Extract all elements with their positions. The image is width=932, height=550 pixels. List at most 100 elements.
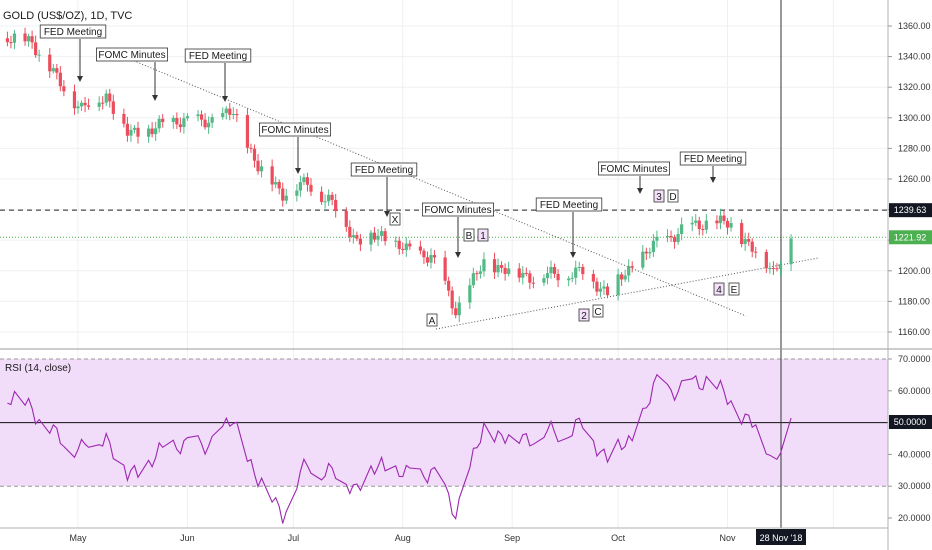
candle: [492, 252, 497, 279]
time-axis[interactable]: May Jun Jul Aug Sep Oct Nov: [69, 533, 736, 543]
candle: [722, 210, 726, 225]
candle: [154, 121, 158, 141]
last-price-badge: 1221.92: [889, 230, 932, 245]
candle: [595, 277, 599, 296]
candle: [185, 113, 190, 121]
candle: [771, 261, 776, 275]
candle: [259, 160, 264, 178]
candle: [422, 248, 426, 265]
descending-trendline[interactable]: [119, 54, 747, 317]
event-annotation[interactable]: FED Meeting: [350, 162, 418, 217]
candle: [521, 266, 525, 285]
wave-label[interactable]: 2: [578, 308, 590, 322]
candle: [132, 125, 137, 134]
candle: [157, 115, 161, 133]
candle: [196, 110, 200, 122]
event-annotation[interactable]: FOMC Minutes: [258, 122, 331, 174]
candle: [581, 263, 585, 280]
annotation-label: FED Meeting: [355, 165, 413, 176]
candle: [270, 159, 274, 192]
candle: [323, 194, 327, 209]
wave-label[interactable]: C: [592, 304, 604, 318]
price-tick-label: 1360.00: [898, 21, 931, 31]
candle: [83, 96, 87, 113]
rsi-tick-label: 20.0000: [898, 513, 931, 523]
time-tick-label: Aug: [395, 533, 411, 543]
candle: [775, 263, 779, 272]
candle: [507, 261, 511, 277]
last-price-badge-text: 1221.92: [894, 232, 927, 242]
candle: [383, 228, 387, 246]
wave-label[interactable]: 4: [713, 282, 725, 296]
wave-label[interactable]: 3: [653, 189, 665, 203]
candle: [330, 192, 334, 206]
candle: [256, 154, 260, 175]
candle: [129, 124, 133, 142]
candle: [725, 218, 730, 235]
annotation-label: FOMC Minutes: [98, 50, 165, 61]
candle: [644, 247, 648, 261]
wave-label-text: X: [392, 215, 399, 226]
price-tick-label: 1260.00: [898, 174, 931, 184]
event-annotation[interactable]: FED Meeting: [535, 197, 603, 258]
candle: [429, 248, 433, 269]
candle: [55, 63, 59, 80]
price-tick-label: 1340.00: [898, 52, 931, 62]
rsi-tick-label: 70.0000: [898, 354, 931, 364]
wave-label[interactable]: A: [426, 313, 438, 327]
candle: [252, 144, 257, 168]
event-annotation[interactable]: FOMC Minutes: [421, 202, 494, 258]
candle: [171, 115, 175, 129]
price-axis[interactable]: 1360.00 1340.00 1320.00 1300.00 1280.00 1260.…: [888, 21, 931, 337]
candle: [669, 230, 673, 242]
candle: [5, 31, 9, 47]
candle: [37, 49, 41, 62]
candle: [101, 96, 105, 110]
wave-label-text: 4: [716, 285, 722, 296]
candle: [747, 232, 751, 246]
candle: [552, 263, 557, 278]
candle: [743, 232, 747, 251]
candle: [30, 30, 34, 49]
candle: [9, 35, 13, 49]
candle: [648, 247, 652, 259]
candle: [394, 236, 398, 248]
candle: [302, 173, 306, 186]
candle: [298, 175, 302, 197]
candle: [231, 107, 235, 120]
candle: [51, 64, 55, 74]
candle: [447, 276, 451, 297]
candle: [295, 184, 299, 202]
wave-label[interactable]: E: [728, 282, 740, 296]
candle: [443, 250, 447, 285]
time-tick-label: Oct: [611, 533, 626, 543]
reference-50-badge: 50.0000: [889, 415, 932, 429]
candle: [327, 189, 331, 206]
event-annotation[interactable]: FED Meeting: [679, 151, 747, 183]
annotation-label: FOMC Minutes: [424, 205, 491, 216]
crosshair-date-text: 28 Nov '18: [760, 533, 803, 543]
price-tick-label: 1300.00: [898, 113, 931, 123]
rsi-axis[interactable]: 70.0000 60.0000 40.0000 30.0000 20.0000: [888, 354, 931, 523]
price-tick-label: 1320.00: [898, 82, 931, 92]
event-annotation[interactable]: FED Meeting: [39, 24, 107, 82]
wave-label[interactable]: X: [389, 212, 401, 226]
candle: [122, 108, 126, 128]
event-annotation[interactable]: FOMC Minutes: [96, 47, 168, 101]
candle: [655, 230, 659, 248]
candle: [602, 280, 606, 295]
candle: [284, 188, 288, 205]
candle: [97, 96, 101, 112]
wave-label[interactable]: B: [463, 228, 475, 242]
rsi-line: [7, 373, 792, 524]
wave-label[interactable]: 1: [477, 228, 489, 242]
candle: [750, 238, 754, 258]
event-annotation[interactable]: FOMC Minutes: [598, 161, 671, 194]
wave-label-text: A: [429, 316, 436, 327]
wave-label[interactable]: D: [667, 189, 679, 203]
candle: [344, 207, 348, 232]
price-tick-label: 1180.00: [898, 296, 930, 306]
candle: [358, 233, 362, 252]
event-annotation[interactable]: FED Meeting: [184, 48, 252, 102]
